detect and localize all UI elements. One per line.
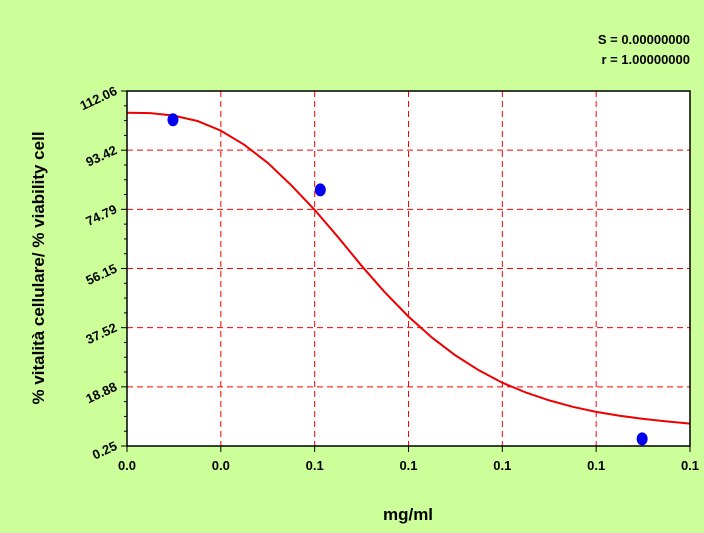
stat-s-value: S = 0.00000000 — [598, 32, 690, 47]
x-tick-label: 0.1 — [681, 458, 699, 473]
x-tick-label: 0.0 — [212, 458, 230, 473]
x-tick-label: 0.1 — [587, 458, 605, 473]
x-axis-title: mg/ml — [383, 505, 433, 524]
data-point — [167, 113, 179, 127]
y-tick-label: 74.79 — [83, 201, 119, 228]
stat-r-value: r = 1.00000000 — [601, 52, 690, 67]
y-tick-label: 37.52 — [83, 320, 119, 347]
y-tick-label: 93.42 — [83, 142, 119, 169]
x-tick-label: 0.1 — [399, 458, 417, 473]
y-tick-label: 112.06 — [78, 83, 120, 113]
y-tick-label: 0.25 — [90, 438, 119, 462]
plot-frame — [126, 90, 691, 447]
x-tick-label: 0.0 — [118, 458, 136, 473]
x-tick-label: 0.1 — [306, 458, 324, 473]
y-tick-label: 56.15 — [83, 261, 119, 288]
data-point — [314, 183, 326, 197]
y-axis-title: % vitalità cellulare/ % viability cell — [29, 131, 48, 404]
x-tick-label: 0.1 — [493, 458, 511, 473]
data-point — [636, 432, 648, 446]
y-tick-label: 18.88 — [83, 379, 119, 406]
fit-curve-line — [126, 111, 691, 425]
